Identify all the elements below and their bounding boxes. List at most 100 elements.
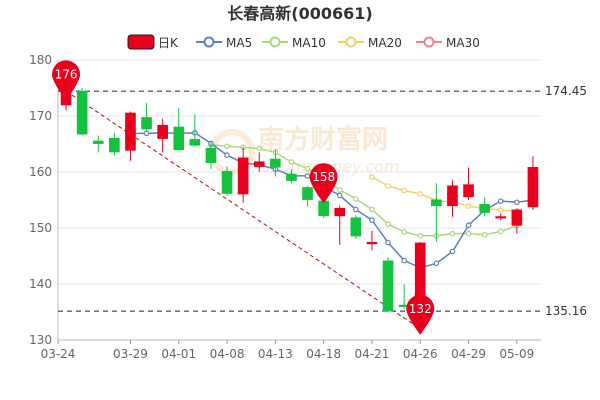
candle-body: [511, 209, 523, 226]
candle: [253, 152, 265, 172]
pin-label: 132: [409, 302, 432, 316]
y-tick-label: 150: [29, 221, 52, 235]
ma10-point: [256, 145, 263, 152]
legend-swatch-dot: [345, 36, 357, 48]
x-tick-label: 04-01: [161, 347, 196, 361]
price-pins: 176 158 132: [52, 60, 435, 335]
pin-label: 158: [312, 170, 335, 184]
candle: [237, 146, 249, 203]
candle: [173, 107, 185, 152]
legend-item-ma10: MA10: [262, 36, 326, 50]
candle: [125, 111, 136, 161]
legend-swatch: [127, 34, 155, 50]
grid: [57, 59, 541, 341]
candle-body: [237, 157, 249, 195]
candle: [463, 167, 474, 200]
legend-swatch-dot: [203, 36, 215, 48]
price-pin: 132: [406, 294, 435, 335]
candle-body: [253, 161, 265, 167]
ma20-point: [385, 183, 391, 189]
legend-item-ma20: MA20: [338, 36, 402, 50]
x-tick-label: 04-18: [306, 347, 341, 361]
legend-label: MA10: [292, 36, 326, 50]
x-tick-label: 04-26: [403, 347, 438, 361]
y-tick-label: 170: [29, 109, 52, 123]
candle-body: [414, 242, 426, 305]
candle: [511, 208, 523, 234]
y-tick-label: 140: [29, 277, 52, 291]
ma20-point: [401, 187, 407, 194]
ma10-point: [353, 196, 359, 202]
legend-label: MA30: [446, 36, 480, 50]
y-tick-label: 180: [29, 53, 52, 67]
candle: [92, 135, 104, 153]
candle-body: [382, 260, 394, 312]
ma5-point: [433, 260, 440, 267]
ma20-point: [497, 207, 504, 213]
ma10-point: [288, 159, 295, 165]
pin-label: 176: [55, 67, 78, 81]
x-axis: 03-24 03-29 04-01 04-08 04-13 04-18 04-21 04-26…: [41, 340, 534, 361]
legend-item-kline: 日K: [127, 34, 179, 50]
candle: [366, 230, 378, 251]
ma5-point: [336, 192, 343, 199]
ma10-point: [369, 206, 375, 213]
ma10-point: [465, 230, 472, 237]
candle-body: [125, 112, 136, 151]
ma5-point: [514, 199, 520, 206]
candle: [189, 114, 201, 147]
candle-body: [479, 203, 490, 213]
candle: [479, 197, 490, 217]
y-tick-label: 160: [29, 165, 52, 179]
candle: [302, 186, 313, 207]
ma20-line: [371, 176, 517, 212]
ma5-point: [449, 248, 456, 255]
ma10-point: [304, 165, 311, 172]
pin-marker: [406, 294, 435, 335]
x-tick-label: 04-21: [355, 347, 390, 361]
candle-body: [286, 173, 297, 181]
legend-item-ma30: MA30: [416, 36, 480, 50]
chart-title: 长春高新(000661): [227, 4, 372, 23]
candle-body: [92, 140, 104, 144]
ma5-point: [465, 222, 472, 229]
price-pin: 176: [52, 60, 81, 101]
candle-body: [221, 170, 233, 194]
ma10-point: [401, 229, 407, 235]
candle-body: [463, 184, 474, 198]
ma5-point: [143, 130, 150, 137]
watermark-text: 南方财富网: [258, 124, 388, 155]
ma20-point: [417, 191, 424, 197]
ma5-point: [369, 217, 375, 223]
pin-marker: [52, 60, 81, 101]
legend-swatch-dot: [269, 36, 281, 48]
legend-swatch-dot: [423, 36, 435, 48]
candle: [109, 132, 120, 156]
candle-body: [141, 117, 152, 130]
candle: [205, 141, 217, 170]
candle-body: [109, 137, 120, 153]
ma10-point: [417, 233, 424, 239]
ma10-point: [497, 228, 504, 235]
candle-body: [173, 126, 185, 151]
ma5-point: [304, 173, 311, 179]
reference-lines: 174.45 135.16: [58, 84, 587, 330]
candle: [527, 156, 539, 211]
legend-label: 日K: [158, 36, 179, 50]
ref-line-label: 135.16: [545, 304, 587, 318]
candle: [286, 169, 297, 184]
candle: [76, 88, 88, 136]
trend-line: [65, 90, 421, 330]
candle: [334, 205, 346, 245]
candle: [382, 257, 394, 312]
ma5-point: [353, 206, 359, 213]
candle-body: [366, 242, 378, 245]
pin-marker: [309, 163, 338, 204]
candle: [157, 118, 168, 153]
candle-body: [189, 139, 201, 146]
ma10-point: [224, 143, 230, 150]
legend: 日K MA5 MA10 MA20 MA30: [127, 34, 480, 50]
ref-line-label: 174.45: [545, 84, 587, 98]
x-tick-label: 04-13: [258, 347, 293, 361]
